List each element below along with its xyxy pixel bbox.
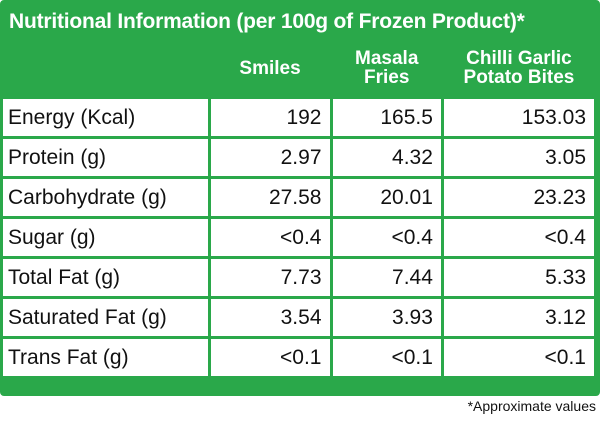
row-label: Protein (g) (3, 139, 208, 176)
table-row-protein: Protein (g) 2.97 4.32 3.05 (3, 139, 594, 176)
table-row-sugar: Sugar (g) <0.4 <0.4 <0.4 (3, 219, 594, 256)
value-cell: 7.73 (210, 259, 330, 296)
value-cell: 3.93 (332, 299, 441, 336)
row-label: Total Fat (g) (3, 259, 208, 296)
value-cell: 2.97 (210, 139, 330, 176)
value-cell: <0.1 (332, 339, 441, 376)
column-header-line2: Potato Bites (463, 67, 575, 88)
header-row: Smiles Masala Fries Chilli Garlic Potato… (3, 40, 594, 96)
value-cell: 7.44 (332, 259, 441, 296)
row-label: Trans Fat (g) (3, 339, 208, 376)
nutrition-table: Smiles Masala Fries Chilli Garlic Potato… (0, 37, 597, 379)
column-header-line1: Chilli Garlic (466, 48, 572, 69)
value-cell: 4.32 (332, 139, 441, 176)
value-cell: 20.01 (332, 179, 441, 216)
header-blank-cell (3, 40, 208, 96)
column-header-smiles: Smiles (210, 40, 330, 96)
value-cell: 23.23 (443, 179, 594, 216)
table-row-total-fat: Total Fat (g) 7.73 7.44 5.33 (3, 259, 594, 296)
column-header-masala-fries: Masala Fries (332, 40, 441, 96)
value-cell: 27.58 (210, 179, 330, 216)
row-label: Saturated Fat (g) (3, 299, 208, 336)
value-cell: 192 (210, 99, 330, 136)
value-cell: <0.4 (443, 219, 594, 256)
value-cell: <0.4 (332, 219, 441, 256)
table-title: Nutritional Information (per 100g of Fro… (9, 10, 525, 33)
column-header-line2: Fries (364, 67, 410, 88)
value-cell: <0.1 (443, 339, 594, 376)
value-cell: <0.1 (210, 339, 330, 376)
table-row-energy: Energy (Kcal) 192 165.5 153.03 (3, 99, 594, 136)
value-cell: <0.4 (210, 219, 330, 256)
row-label: Carbohydrate (g) (3, 179, 208, 216)
value-cell: 165.5 (332, 99, 441, 136)
column-header-line1: Masala (355, 48, 419, 69)
table-row-saturated-fat: Saturated Fat (g) 3.54 3.93 3.12 (3, 299, 594, 336)
column-header-line1: Smiles (239, 57, 301, 79)
table-row-trans-fat: Trans Fat (g) <0.1 <0.1 <0.1 (3, 339, 594, 376)
row-label: Energy (Kcal) (3, 99, 208, 136)
value-cell: 153.03 (443, 99, 594, 136)
value-cell: 5.33 (443, 259, 594, 296)
nutrition-panel: Nutritional Information (per 100g of Fro… (0, 0, 600, 396)
value-cell: 3.12 (443, 299, 594, 336)
value-cell: 3.54 (210, 299, 330, 336)
footnote: *Approximate values (467, 398, 596, 414)
row-label: Sugar (g) (3, 219, 208, 256)
table-row-carbohydrate: Carbohydrate (g) 27.58 20.01 23.23 (3, 179, 594, 216)
value-cell: 3.05 (443, 139, 594, 176)
column-header-chilli-garlic-potato-bites: Chilli Garlic Potato Bites (443, 40, 594, 96)
